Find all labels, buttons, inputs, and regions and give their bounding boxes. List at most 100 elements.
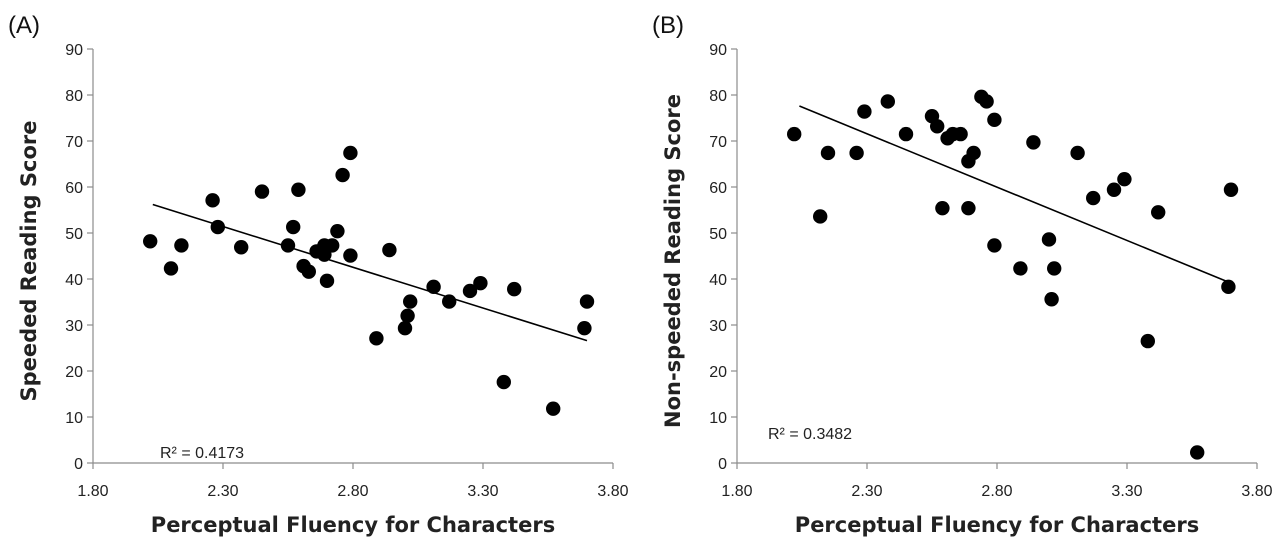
data-point [462, 283, 478, 299]
y-tick-label: 90 [65, 42, 83, 59]
data-point [473, 275, 488, 291]
data-point [966, 145, 981, 161]
data-point [426, 279, 441, 295]
data-point [820, 145, 836, 161]
data-point [403, 294, 418, 309]
y-axis-title: Speeded Reading Score [17, 121, 41, 402]
x-tick-label: 3.30 [467, 483, 498, 500]
chart-b-svg: (B) 0 10 20 30 40 50 60 70 80 90 1.80 2.30 2.80 3.30 3.… [652, 12, 1273, 537]
y-tick-label: 70 [65, 134, 83, 151]
data-point [325, 238, 340, 253]
y-tick-label: 50 [65, 226, 83, 243]
data-point [1190, 445, 1205, 460]
data-point [400, 308, 415, 323]
data-point [210, 219, 225, 235]
y-tick-label: 10 [709, 410, 727, 427]
x-axis-title: Perceptual Fluency for Characters [151, 513, 555, 537]
data-point [335, 167, 350, 183]
data-point [291, 182, 306, 197]
y-tick-label: 60 [709, 180, 727, 197]
r-squared-label: R² = 0.3482 [768, 426, 852, 443]
data-point [163, 261, 179, 276]
data-point [280, 238, 296, 253]
x-tick-label: 1.80 [721, 483, 752, 500]
data-point [1026, 135, 1041, 150]
y-tick-label: 30 [65, 318, 83, 335]
data-point [205, 193, 220, 208]
scatter-panel-b: (B) 0 10 20 30 40 50 60 70 80 90 1.80 2.30 2.80 3.30 3.… [644, 0, 1288, 542]
panel-label-a: (A) [8, 12, 40, 39]
r-squared-label: R² = 0.4173 [160, 445, 244, 462]
data-point [174, 238, 189, 253]
data-point [369, 331, 384, 346]
data-point [397, 321, 413, 336]
data-point [961, 200, 976, 216]
y-axis-title: Non-speeded Reading Score [661, 94, 685, 428]
y-tick-label: 0 [74, 456, 83, 473]
panel-label-b: (B) [652, 12, 684, 39]
data-point [234, 240, 249, 255]
data-point [301, 264, 316, 279]
y-tick-label: 80 [65, 88, 83, 105]
data-point [382, 242, 397, 258]
x-tick-label: 3.80 [1241, 483, 1272, 500]
y-tick-label: 60 [65, 180, 83, 197]
x-tick-label: 3.30 [1111, 483, 1142, 500]
data-point [343, 145, 358, 161]
y-tick-label: 10 [65, 410, 83, 427]
data-point [813, 209, 828, 224]
data-point [254, 184, 270, 199]
y-tick-label: 90 [709, 42, 727, 59]
data-point [1013, 261, 1028, 276]
y-tick-label: 40 [65, 272, 83, 289]
y-tick-label: 50 [709, 226, 727, 243]
data-point [953, 126, 968, 142]
data-point [1041, 232, 1057, 247]
data-point [849, 145, 864, 161]
trend-line [799, 105, 1232, 284]
data-point [930, 119, 945, 134]
y-tick-label: 70 [709, 134, 727, 151]
data-point [880, 94, 895, 109]
data-point [898, 126, 914, 142]
scatter-panel-a: (A) 0 10 20 30 40 50 60 70 80 90 1.80 2.30 2.80 3.30 3.… [8, 12, 629, 537]
y-tick-label: 30 [709, 318, 727, 335]
data-point [286, 219, 301, 235]
y-tick-label: 20 [65, 364, 83, 381]
x-tick-label: 3.80 [597, 483, 628, 500]
data-point [1047, 261, 1062, 276]
data-point [343, 248, 358, 263]
x-tick-label: 2.80 [981, 483, 1012, 500]
data-point [546, 401, 561, 416]
data-point [787, 126, 802, 142]
data-point [1106, 182, 1122, 197]
data-point [1223, 182, 1239, 197]
data-point [1044, 292, 1059, 307]
y-tick-label: 20 [709, 364, 727, 381]
data-point [577, 321, 592, 336]
data-point [496, 374, 511, 390]
data-point [935, 200, 950, 216]
data-point [1140, 333, 1155, 349]
trend-line [152, 203, 588, 342]
data-point [1086, 190, 1101, 206]
x-tick-label: 2.80 [337, 483, 368, 500]
data-point [987, 112, 1002, 128]
x-tick-label: 2.30 [851, 483, 882, 500]
data-point [979, 94, 994, 109]
data-point [1117, 171, 1132, 187]
y-tick-label: 0 [718, 456, 727, 473]
data-point [857, 104, 872, 119]
data-point [1070, 145, 1085, 161]
x-tick-label: 2.30 [207, 483, 238, 500]
data-point [1151, 205, 1166, 220]
data-point [319, 273, 335, 289]
data-point [1221, 279, 1236, 295]
chart-a-svg: (A) 0 10 20 30 40 50 60 70 80 90 1.80 2.30 2.80 3.30 3.… [8, 12, 629, 537]
data-point [330, 223, 345, 239]
data-point [579, 294, 595, 309]
x-tick-label: 1.80 [77, 483, 108, 500]
y-tick-label: 80 [709, 88, 727, 105]
x-axis-title: Perceptual Fluency for Characters [795, 513, 1199, 537]
data-point [442, 294, 457, 309]
